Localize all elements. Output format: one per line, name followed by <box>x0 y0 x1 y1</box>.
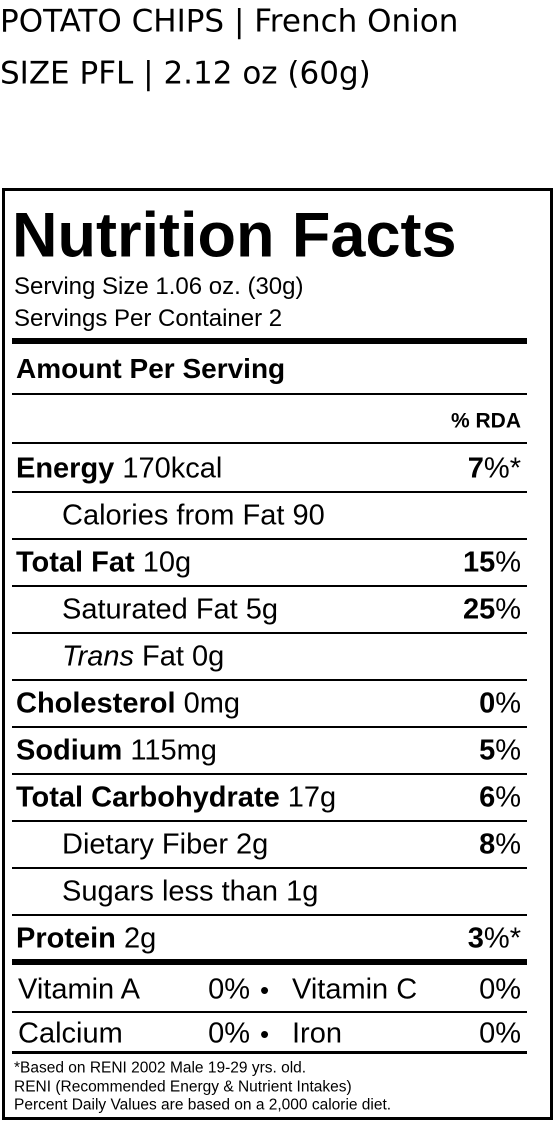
nutrient-row: Calories from Fat 90 <box>62 499 325 532</box>
nutrient-name: Sugars less than 1g <box>62 875 319 908</box>
nutrient-name: Total Carbohydrate <box>16 781 280 814</box>
amount: 0mg <box>183 687 241 720</box>
percent-unit: % <box>495 781 521 814</box>
nutrient-name: Protein <box>16 922 116 955</box>
percent: 6% <box>479 781 521 814</box>
percent-value: 0 <box>479 687 496 720</box>
vitamin-name: Iron <box>292 1017 342 1050</box>
header-line: SIZE PFL | 2.12 oz (60g) <box>0 55 371 92</box>
nutrient-name: Saturated Fat 5g <box>62 593 279 626</box>
percent-value: 3 <box>467 922 484 955</box>
nutrient-name: Sodium <box>16 734 123 767</box>
nutrient-name: Dietary Fiber 2g <box>62 828 269 861</box>
nutrient-row: Protein 2g <box>16 922 157 955</box>
rule <box>12 1051 527 1054</box>
footnote: RENI (Recommended Energy & Nutrient Inta… <box>14 1077 352 1095</box>
percent-value: 25 <box>462 593 496 626</box>
amount: 115mg <box>130 734 217 767</box>
percent-value: 7 <box>467 452 484 485</box>
amount: 170kcal <box>122 452 223 485</box>
vitamin-value: 0% <box>479 1017 521 1050</box>
nutrient-row: Dietary Fiber 2g <box>62 828 269 861</box>
percent-value: 6 <box>479 781 496 814</box>
label-title: Nutrition Facts <box>12 200 457 271</box>
vitamin-value: 0% <box>208 973 250 1006</box>
rule <box>12 914 527 916</box>
percent-value: 15 <box>462 546 496 579</box>
percent-unit: %* <box>483 922 521 955</box>
percent: 7%* <box>467 452 521 485</box>
separator: • <box>260 975 270 1005</box>
rule <box>12 538 527 540</box>
rule <box>12 867 527 869</box>
rule <box>12 338 527 344</box>
amount: 10g <box>142 546 192 579</box>
percent: 0% <box>479 687 521 720</box>
nutrition-label <box>2 188 553 1120</box>
percent-unit: %* <box>483 452 521 485</box>
nutrient-row: Sugars less than 1g <box>62 875 319 908</box>
amount: 2g <box>123 922 157 955</box>
amount: 17g <box>287 781 337 814</box>
percent: 15% <box>462 546 521 579</box>
percent: 8% <box>479 828 521 861</box>
nutrient-name: Energy <box>16 452 115 485</box>
rda-heading: % RDA <box>450 409 521 433</box>
rule <box>12 393 527 395</box>
nutrient-name: Fat 0g <box>142 640 225 673</box>
rule <box>12 491 527 493</box>
vitamin-name: Vitamin C <box>292 973 418 1006</box>
vitamin-value: 0% <box>208 1017 250 1050</box>
nutrient-row: Trans Fat 0g <box>62 640 225 673</box>
rule <box>12 959 527 965</box>
percent-value: 5 <box>479 734 496 767</box>
servings: Servings Per Container 2 <box>14 305 283 332</box>
nutrient-row: Cholesterol 0mg <box>16 687 241 720</box>
percent: 25% <box>462 593 521 626</box>
percent: 3%* <box>467 922 521 955</box>
rule <box>12 1011 527 1013</box>
rule <box>12 679 527 681</box>
amount-heading: Amount Per Serving <box>16 353 286 384</box>
rule <box>12 773 527 775</box>
nutrient-row: Total Carbohydrate 17g <box>16 781 337 814</box>
vitamin-name: Vitamin A <box>18 973 140 1006</box>
header-line: POTATO CHIPS | French Onion <box>0 3 459 40</box>
rule <box>12 632 527 634</box>
footnote: *Based on RENI 2002 Male 19-29 yrs. old. <box>14 1059 307 1077</box>
serving-size: Serving Size 1.06 oz. (30g) <box>14 273 304 300</box>
percent-unit: % <box>495 687 521 720</box>
percent-value: 8 <box>479 828 496 861</box>
rule <box>12 585 527 587</box>
nutrient-name: Calories from Fat 90 <box>62 499 325 532</box>
rule <box>12 726 527 728</box>
nutrient-row: Total Fat 10g <box>16 546 192 579</box>
vitamin-name: Calcium <box>18 1017 123 1050</box>
nutrient-name: Cholesterol <box>16 687 176 720</box>
vitamin-value: 0% <box>479 973 521 1006</box>
nutrient-row: Saturated Fat 5g <box>62 593 279 626</box>
footnote: Percent Daily Values are based on a 2,00… <box>14 1096 392 1114</box>
percent: 5% <box>479 734 521 767</box>
percent-unit: % <box>495 828 521 861</box>
nutrient-row: Energy 170kcal <box>16 452 223 485</box>
italic: Trans <box>62 640 134 673</box>
nutrient-name: Total Fat <box>16 546 135 579</box>
separator: • <box>260 1019 270 1049</box>
percent-unit: % <box>495 734 521 767</box>
percent-unit: % <box>495 593 521 626</box>
nutrient-row: Sodium 115mg <box>16 734 217 767</box>
rule <box>12 820 527 822</box>
rule <box>12 442 527 444</box>
percent-unit: % <box>495 546 521 579</box>
